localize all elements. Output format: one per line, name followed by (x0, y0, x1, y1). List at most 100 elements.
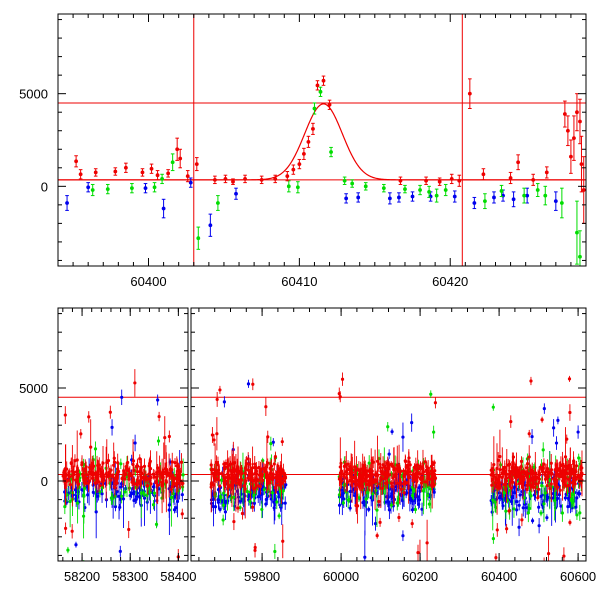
point-blue-s1-w1-134 (367, 506, 371, 513)
point-blue-s0-w0-64 (133, 434, 137, 452)
point-green-s1-w1-45 (364, 489, 368, 509)
point-red-s1-w1-13 (377, 495, 381, 508)
point-red-s1-w0-192 (260, 460, 264, 479)
point-red-s1-w2-241 (537, 473, 542, 485)
point-red-2 (93, 168, 98, 177)
point-blue-s1-w1-44 (401, 422, 405, 452)
point-red-s1-w2-237 (547, 468, 551, 476)
point-blue-s0-w0-118 (135, 486, 140, 501)
point-green-s1-w2-2 (500, 583, 503, 596)
top-xtick-label-0: 60400 (130, 274, 166, 289)
point-red-s0-w0-82 (104, 446, 108, 501)
point-red-s1-w2-185 (545, 477, 549, 494)
point-green-s1-w2-33 (560, 504, 564, 522)
point-red-36 (516, 154, 521, 171)
point-green-s1-w0-34 (260, 500, 264, 519)
point-red-s1-w1-146 (399, 481, 403, 497)
point-red-s1-w2-214 (553, 462, 557, 478)
bottom-xtick-label-1-1: 60000 (323, 569, 359, 584)
point-red-s1-w0-196 (278, 470, 283, 484)
point-red-s1-w1-230 (389, 461, 393, 468)
point-red-s0-w0-141 (132, 466, 136, 475)
point-red-11 (185, 170, 190, 183)
point-green-s1-w1-15 (413, 505, 418, 514)
point-red-s1-w2-247 (508, 470, 512, 482)
point-red-18 (273, 174, 278, 184)
point-red-s1-w1-44 (378, 517, 382, 527)
point-red-s0-w0-199 (98, 464, 102, 475)
point-red-s1-w0-18 (215, 391, 219, 407)
point-red-s0-w0-230 (101, 469, 106, 488)
point-red-s0-w0-227 (70, 524, 74, 539)
point-red-s0-w0-210 (136, 475, 141, 488)
point-blue-s1-w0-15 (246, 379, 251, 388)
top-panel: 60400 60410 60420 0 5000 (19, 13, 587, 289)
point-red-s1-w0-60 (215, 417, 219, 451)
bottom-xtick-label-1-0: 59800 (244, 569, 280, 584)
point-green-s0-w0-12 (151, 500, 156, 510)
point-green-s1-w0-28 (277, 512, 281, 520)
point-red-29 (424, 176, 428, 185)
point-red-s0-w0-194 (175, 479, 179, 493)
point-red-s1-w1-250 (338, 437, 342, 497)
point-blue-s1-w2-52 (530, 429, 534, 445)
point-blue-s0-w0-123 (129, 488, 134, 499)
point-red-23 (306, 135, 311, 148)
point-red-s0-w0-196 (181, 478, 185, 488)
point-red-s1-w2-135 (546, 536, 551, 561)
point-red-12 (194, 157, 199, 172)
point-red-s0-w0-235 (136, 460, 140, 473)
point-green-s1-w2-61 (520, 578, 523, 584)
point-green-s1-w2-29 (504, 503, 508, 520)
point-green-s0-w0-52 (152, 488, 157, 498)
point-blue-3 (161, 198, 166, 219)
point-red-s1-w1-93 (410, 519, 414, 529)
point-blue-8 (356, 192, 361, 203)
point-red-s1-w1-55 (419, 539, 421, 561)
point-red-s1-w1-135 (340, 372, 345, 386)
point-red-s1-w1-183 (381, 456, 385, 474)
point-red-s1-w2-141 (565, 464, 569, 483)
point-green-s1-w2-50 (539, 510, 543, 517)
point-red-33 (467, 78, 472, 109)
point-green-s1-w2-52 (491, 403, 495, 411)
point-red-s1-w2-163 (572, 457, 576, 471)
top-xtick-label-2: 60420 (432, 274, 468, 289)
point-red-s0-w0-233 (68, 468, 72, 486)
point-red-s1-w0-165 (240, 507, 245, 520)
point-green-s1-w2-46 (493, 491, 497, 513)
point-red-s1-w2-225 (558, 462, 562, 475)
point-red-s1-w2-207 (525, 485, 529, 494)
point-green-12 (329, 146, 333, 158)
point-green-22 (483, 193, 487, 210)
point-blue-s1-w2-137 (537, 501, 541, 513)
point-blue-s1-w1-119 (432, 488, 436, 497)
point-red-s0-w0-85 (146, 476, 150, 495)
point-red-s1-w2-218 (556, 468, 560, 481)
point-red-s1-w0-119 (246, 474, 250, 482)
point-red-s0-w0-172 (66, 474, 70, 487)
point-blue-s0-w0-51 (120, 389, 124, 406)
point-red-42 (572, 115, 576, 161)
point-red-s0-w0-143 (85, 467, 89, 482)
bottom-plot-frame-left (57, 307, 189, 562)
point-red-s0-w0-123 (180, 508, 184, 519)
point-blue-2 (143, 183, 148, 194)
point-red-s0-w0-198 (105, 468, 109, 485)
point-blue-s1-w0-36 (283, 496, 287, 510)
point-green-s1-w1-0 (389, 501, 394, 509)
point-red-s1-w2-244 (517, 467, 521, 481)
point-red-s0-w0-197 (112, 442, 116, 488)
point-green-s0-w0-20 (154, 520, 159, 529)
point-red-s1-w1-124 (355, 477, 359, 491)
point-red-s0-w0-27 (64, 522, 68, 535)
point-red-s0-w0-228 (90, 459, 94, 472)
point-blue-s1-w1-111 (389, 491, 393, 502)
point-red-s1-w0-90 (251, 378, 255, 391)
point-blue-14 (472, 196, 477, 210)
point-red-s1-w0-215 (270, 472, 275, 481)
point-red-s1-w2-209 (540, 416, 544, 423)
point-red-s1-w2-211 (568, 404, 572, 421)
point-green-1 (105, 183, 110, 195)
